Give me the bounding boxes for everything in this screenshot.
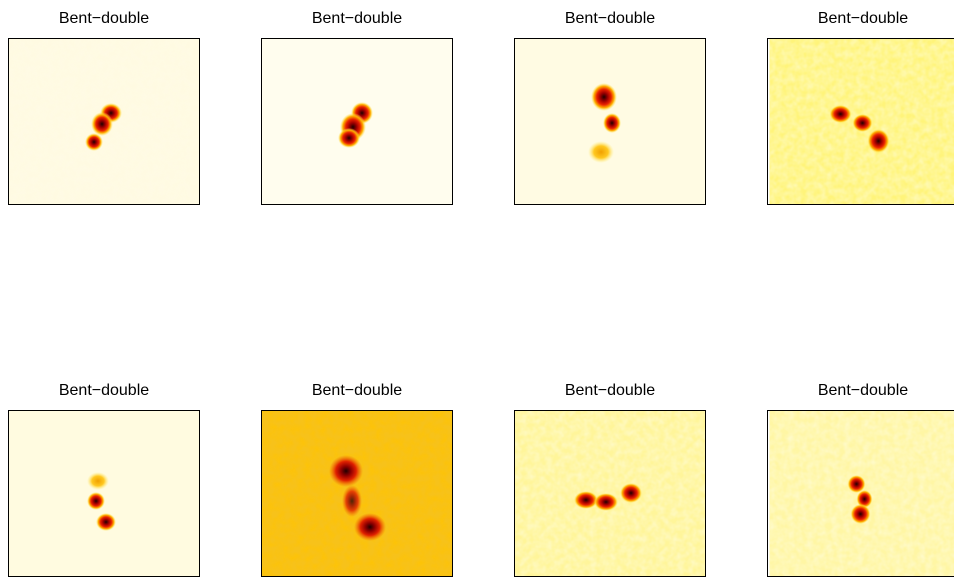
panel-title: Bent−double [767, 381, 954, 401]
radio-galaxy-image [8, 410, 200, 577]
panel-title: Bent−double [514, 9, 706, 29]
radio-galaxy-image [261, 38, 453, 205]
heatmap-image-3 [515, 39, 705, 204]
radio-galaxy-image [767, 410, 954, 577]
heatmap-image-7 [515, 411, 705, 576]
heatmap-image-6 [262, 411, 452, 576]
heatmap-image-4 [768, 39, 954, 204]
panel-title: Bent−double [8, 381, 200, 401]
panel-title: Bent−double [767, 9, 954, 29]
heatmap-image-1 [9, 39, 199, 204]
radio-galaxy-image [514, 410, 706, 577]
panel-title: Bent−double [261, 9, 453, 29]
heatmap-image-2 [262, 39, 452, 204]
heatmap-image-5 [9, 411, 199, 576]
radio-galaxy-image [261, 410, 453, 577]
panel-background [9, 411, 199, 576]
panel-title: Bent−double [514, 381, 706, 401]
radio-galaxy-image [8, 38, 200, 205]
panel-title: Bent−double [8, 9, 200, 29]
panel-title: Bent−double [261, 381, 453, 401]
radio-galaxy-image [767, 38, 954, 205]
radio-galaxy-image [514, 38, 706, 205]
heatmap-image-8 [768, 411, 954, 576]
